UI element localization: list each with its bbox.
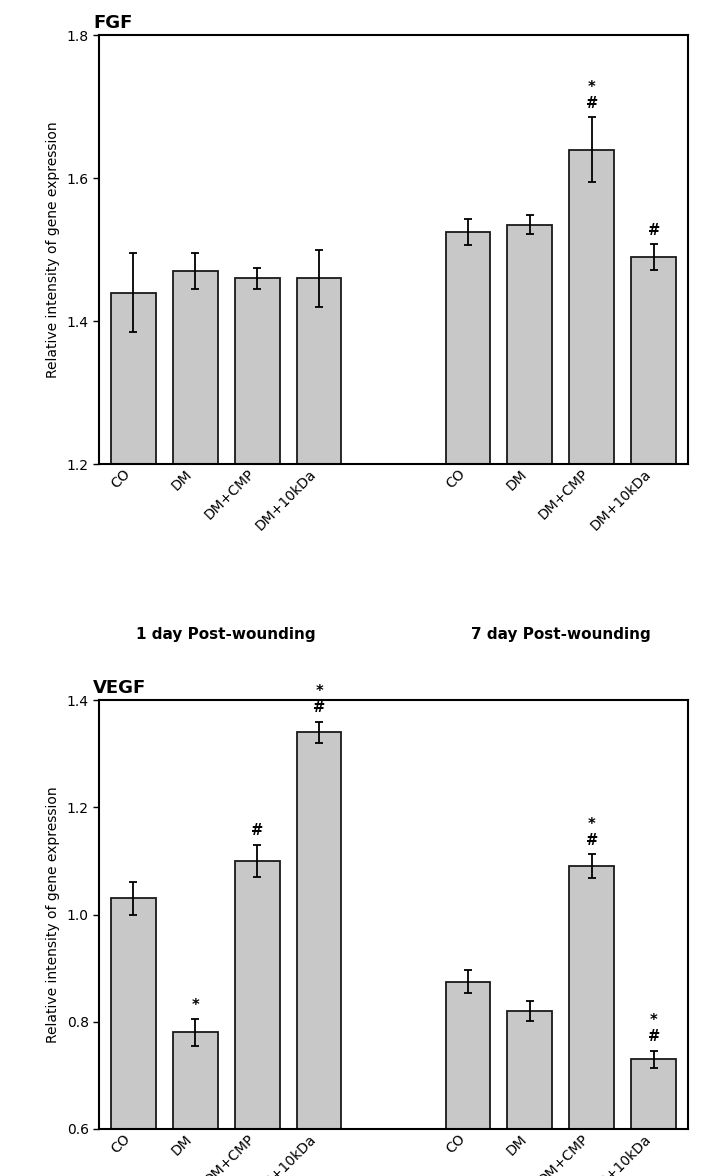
Bar bbox=[508, 1011, 552, 1129]
Text: 7 day Post-wounding: 7 day Post-wounding bbox=[471, 627, 651, 642]
Text: *: * bbox=[649, 1013, 657, 1028]
Bar bbox=[235, 861, 279, 1129]
Bar bbox=[569, 149, 614, 465]
Text: #: # bbox=[586, 96, 598, 111]
Bar bbox=[631, 1060, 676, 1129]
Text: 1 day Post-wounding: 1 day Post-wounding bbox=[136, 627, 316, 642]
Bar bbox=[173, 272, 218, 465]
Text: #: # bbox=[647, 222, 660, 238]
Bar bbox=[297, 279, 342, 465]
Bar bbox=[235, 279, 279, 465]
Bar bbox=[445, 982, 490, 1129]
Text: #: # bbox=[586, 833, 598, 848]
Text: #: # bbox=[313, 700, 325, 715]
Text: #: # bbox=[251, 823, 263, 838]
Bar bbox=[111, 898, 156, 1129]
Bar bbox=[631, 256, 676, 465]
Text: *: * bbox=[191, 997, 199, 1013]
Bar bbox=[445, 232, 490, 465]
Text: #: # bbox=[647, 1029, 660, 1044]
Y-axis label: Relative intensity of gene expression: Relative intensity of gene expression bbox=[46, 787, 60, 1043]
Text: *: * bbox=[316, 683, 323, 699]
Text: VEGF: VEGF bbox=[94, 679, 147, 697]
Bar bbox=[297, 733, 342, 1129]
Bar bbox=[111, 293, 156, 465]
Y-axis label: Relative intensity of gene expression: Relative intensity of gene expression bbox=[46, 121, 60, 377]
Text: *: * bbox=[588, 817, 596, 831]
Bar bbox=[569, 867, 614, 1129]
Text: FGF: FGF bbox=[94, 14, 133, 32]
Bar bbox=[508, 225, 552, 465]
Bar bbox=[173, 1033, 218, 1129]
Text: *: * bbox=[588, 80, 596, 95]
